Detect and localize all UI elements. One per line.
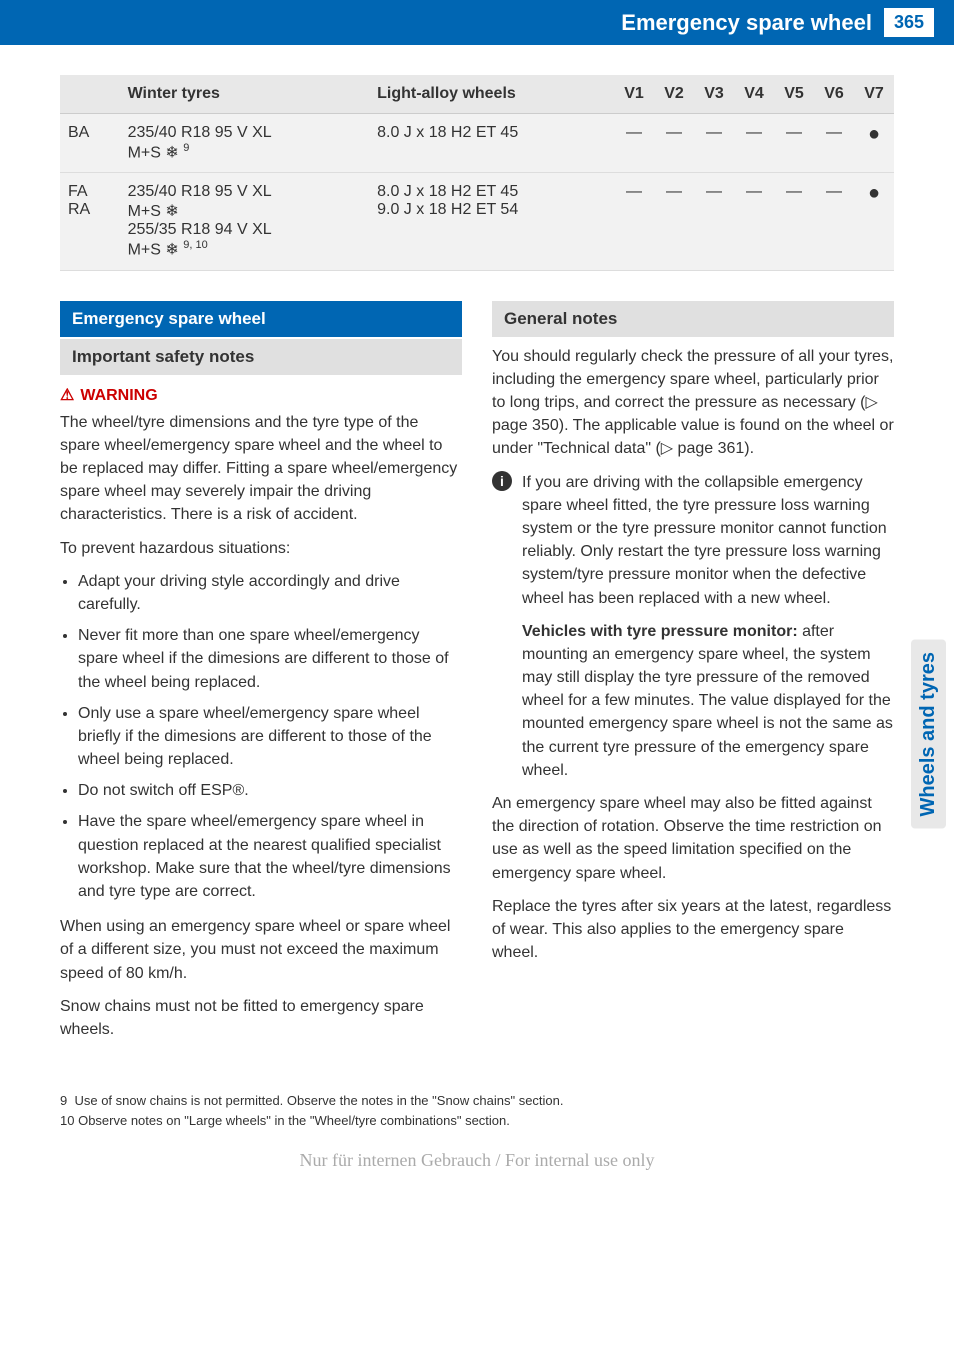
side-tab: Wheels and tyres <box>911 640 946 829</box>
variant-cell: — <box>654 114 694 173</box>
info-block: i If you are driving with the collapsibl… <box>492 471 894 782</box>
variant-cell: — <box>654 173 694 270</box>
page-number: 365 <box>884 8 934 37</box>
warning-text-2: To prevent hazardous situations: <box>60 537 462 560</box>
variant-cell: — <box>694 114 734 173</box>
right-column: General notes You should regularly check… <box>492 301 894 1052</box>
table-header: V7 <box>854 75 894 114</box>
tyre-table: Winter tyresLight-alloy wheelsV1V2V3V4V5… <box>60 75 894 271</box>
section-title-blue: Emergency spare wheel <box>60 301 462 337</box>
list-item: Adapt your driving style accordingly and… <box>78 570 462 616</box>
warning-bullets: Adapt your driving style accordingly and… <box>78 570 462 903</box>
table-header: V3 <box>694 75 734 114</box>
variant-cell: — <box>734 173 774 270</box>
warning-text-1: The wheel/tyre dimensions and the tyre t… <box>60 411 462 527</box>
footnotes: 9 Use of snow chains is not permitted. O… <box>60 1081 894 1130</box>
warning-icon: ⚠ <box>60 385 74 405</box>
variant-cell: — <box>614 173 654 270</box>
footnote-num: 9 <box>60 1093 74 1108</box>
right-p1: You should regularly check the pressure … <box>492 345 894 461</box>
header-title: Emergency spare wheel <box>621 10 872 36</box>
left-p3: When using an emergency spare wheel or s… <box>60 915 462 985</box>
footnote-num: 10 <box>60 1113 78 1128</box>
table-header: V1 <box>614 75 654 114</box>
table-header: V6 <box>814 75 854 114</box>
variant-cell: — <box>614 114 654 173</box>
left-p4: Snow chains must not be fitted to emerge… <box>60 995 462 1041</box>
page-header: Emergency spare wheel 365 <box>0 0 954 45</box>
info-bold: Vehicles with tyre pressure monitor: <box>522 623 798 640</box>
variant-cell: — <box>814 114 854 173</box>
table-header <box>60 75 120 114</box>
footnote-9: Use of snow chains is not permitted. Obs… <box>74 1093 563 1108</box>
general-notes-title: General notes <box>492 301 894 337</box>
warning-header: ⚠ WARNING <box>60 385 462 405</box>
table-header: Light-alloy wheels <box>369 75 614 114</box>
list-item: Have the spare wheel/emergency spare whe… <box>78 810 462 903</box>
variant-cell: ● <box>854 173 894 270</box>
row-label: BA <box>60 114 120 173</box>
variant-cell: ● <box>854 114 894 173</box>
variant-cell: — <box>774 114 814 173</box>
table-header: Winter tyres <box>120 75 370 114</box>
list-item: Only use a spare wheel/emergency spare w… <box>78 702 462 772</box>
info-text-2: after mounting an emergency spare wheel,… <box>522 623 893 779</box>
variant-cell: — <box>814 173 854 270</box>
warning-label: WARNING <box>80 387 157 404</box>
winter-tyres: 235/40 R18 95 V XLM+S ❄ 9 <box>120 114 370 173</box>
right-p2: An emergency spare wheel may also be fit… <box>492 792 894 885</box>
table-row: FA RA235/40 R18 95 V XLM+S ❄255/35 R18 9… <box>60 173 894 270</box>
list-item: Do not switch off ESP®. <box>78 779 462 802</box>
footer-watermark: Nur für internen Gebrauch / For internal… <box>60 1150 894 1171</box>
table-header: V4 <box>734 75 774 114</box>
variant-cell: — <box>694 173 734 270</box>
list-item: Never fit more than one spare wheel/emer… <box>78 624 462 694</box>
info-text-1: If you are driving with the collapsible … <box>522 474 887 607</box>
table-header: V5 <box>774 75 814 114</box>
table-row: BA235/40 R18 95 V XLM+S ❄ 98.0 J x 18 H2… <box>60 114 894 173</box>
section-subtitle: Important safety notes <box>60 339 462 375</box>
variant-cell: — <box>774 173 814 270</box>
left-column: Emergency spare wheel Important safety n… <box>60 301 462 1052</box>
info-icon: i <box>492 471 512 491</box>
light-alloy-wheels: 8.0 J x 18 H2 ET 459.0 J x 18 H2 ET 54 <box>369 173 614 270</box>
variant-cell: — <box>734 114 774 173</box>
row-label: FA RA <box>60 173 120 270</box>
winter-tyres: 235/40 R18 95 V XLM+S ❄255/35 R18 94 V X… <box>120 173 370 270</box>
table-header: V2 <box>654 75 694 114</box>
footnote-10: Observe notes on "Large wheels" in the "… <box>78 1113 510 1128</box>
right-p3: Replace the tyres after six years at the… <box>492 895 894 965</box>
light-alloy-wheels: 8.0 J x 18 H2 ET 45 <box>369 114 614 173</box>
